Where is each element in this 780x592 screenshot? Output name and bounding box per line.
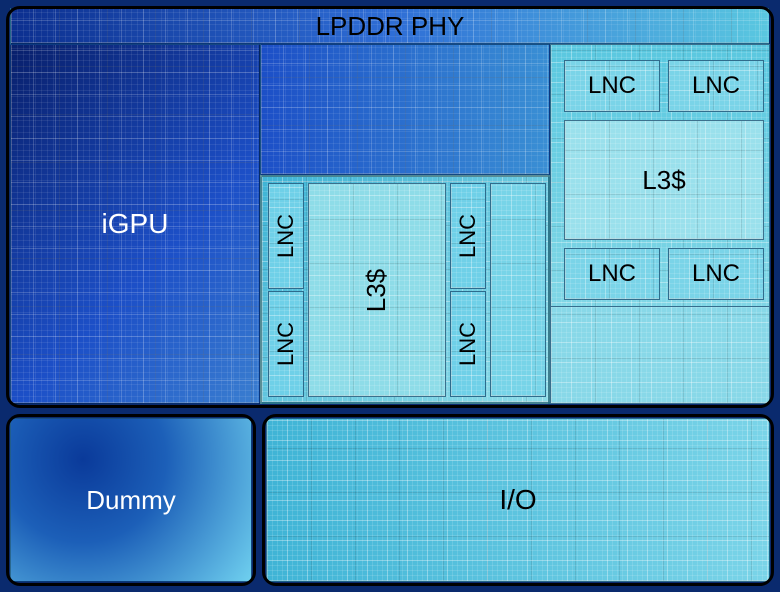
lpddr-label: LPDDR PHY: [316, 11, 465, 42]
right-lnc-bottom-left: LNC: [564, 248, 660, 300]
center-lnc-bottom-right: LNC: [450, 291, 486, 397]
right-lnc-bottom-right: LNC: [668, 248, 764, 300]
l3-label: L3$: [642, 165, 685, 196]
igpu-block: iGPU: [10, 44, 260, 404]
center-right-strip: [490, 183, 546, 397]
lnc-label: LNC: [692, 72, 740, 100]
lnc-label: LNC: [588, 72, 636, 100]
center-lnc-top-right: LNC: [450, 183, 486, 289]
right-l3-block: L3$: [564, 120, 764, 240]
lnc-label: LNC: [273, 214, 299, 258]
l3-label: L3$: [361, 268, 392, 311]
right-bottom-fill: [550, 306, 770, 404]
dummy-block: Dummy: [10, 418, 252, 582]
lnc-label: LNC: [455, 214, 481, 258]
io-label: I/O: [499, 484, 536, 516]
upper-band-block: [260, 44, 550, 175]
lpddr-phy-block: LPDDR PHY: [10, 8, 770, 44]
igpu-label: iGPU: [102, 208, 169, 240]
center-lnc-bottom-left: LNC: [268, 291, 304, 397]
io-block: I/O: [266, 418, 770, 582]
dummy-label: Dummy: [86, 485, 176, 516]
lnc-label: LNC: [588, 260, 636, 288]
right-lnc-top-right: LNC: [668, 60, 764, 112]
lnc-label: LNC: [273, 322, 299, 366]
lnc-label: LNC: [692, 260, 740, 288]
right-lnc-top-left: LNC: [564, 60, 660, 112]
lnc-label: LNC: [455, 322, 481, 366]
center-l3-block: L3$: [308, 183, 446, 397]
center-lnc-top-left: LNC: [268, 183, 304, 289]
